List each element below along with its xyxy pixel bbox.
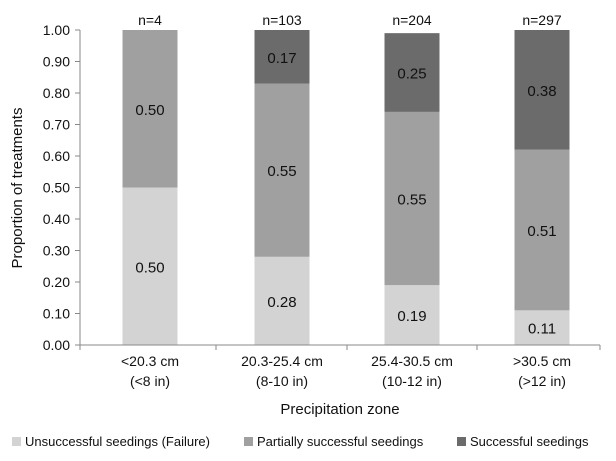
sample-size-label: n=4	[138, 12, 162, 28]
legend-swatch	[244, 437, 253, 446]
legend-label: Unsuccessful seedings (Failure)	[25, 434, 210, 449]
bar-segment	[514, 30, 570, 150]
y-tick-label: 0.10	[43, 306, 70, 322]
y-tick-label: 0.50	[43, 180, 70, 196]
x-tick-label: <20.3 cm	[121, 353, 179, 369]
bar-segment	[514, 310, 570, 345]
data-label: 0.50	[135, 259, 164, 276]
bars: 0.50 0.50 n=4 0.28 0.55 0.17 n=103 0.19 0.55 0.25…	[122, 12, 570, 345]
sample-size-label: n=103	[262, 12, 302, 28]
bar-segment	[254, 83, 310, 257]
bar-segment	[254, 30, 310, 84]
y-tick-label: 0.00	[43, 337, 70, 353]
x-axis-title: Precipitation zone	[280, 401, 399, 418]
bar-segment	[384, 33, 440, 112]
x-tick-label: 25.4-30.5 cm	[371, 353, 453, 369]
bar-segment	[122, 187, 178, 345]
x-axis: <20.3 cm (<8 in) 20.3-25.4 cm (8-10 in) 25.4…	[79, 345, 601, 389]
sample-size-label: n=297	[522, 12, 562, 28]
y-tick-label: 0.40	[43, 211, 70, 227]
y-tick-label: 0.60	[43, 148, 70, 164]
y-axis-title: Proportion of treatments	[9, 108, 26, 269]
bar-segment	[514, 149, 570, 311]
legend-label: Partially successful seedings	[257, 434, 424, 449]
y-tick-label: 0.80	[43, 85, 70, 101]
bar-segment	[122, 30, 178, 188]
axis-lines	[79, 30, 600, 346]
bar-segment	[384, 111, 440, 286]
y-axis: 0.00 0.10 0.20 0.30 0.40 0.50 0.60 0.70 0.80 0.90…	[43, 22, 80, 353]
legend-label: Successful seedings	[470, 434, 589, 449]
x-tick-label: 20.3-25.4 cm	[241, 353, 323, 369]
legend-swatch	[12, 437, 21, 446]
sample-size-label: n=204	[392, 12, 432, 28]
y-tick-label: 0.70	[43, 117, 70, 133]
data-label: 0.51	[527, 223, 556, 240]
y-tick-label: 0.90	[43, 54, 70, 70]
x-tick-label-sub: (<8 in)	[130, 373, 170, 389]
data-label: 0.55	[267, 163, 296, 180]
x-tick-label-sub: (8-10 in)	[256, 373, 308, 389]
x-tick-label-sub: (>12 in)	[518, 373, 566, 389]
x-tick-label: >30.5 cm	[513, 353, 571, 369]
data-label: 0.19	[397, 308, 426, 325]
bar-segment	[254, 256, 310, 345]
data-label: 0.38	[527, 83, 556, 100]
y-tick-label: 0.20	[43, 274, 70, 290]
data-label: 0.25	[397, 66, 426, 83]
data-label: 0.17	[267, 50, 296, 67]
legend: Unsuccessful seedings (Failure) Partially…	[12, 434, 589, 449]
data-label: 0.28	[267, 294, 296, 311]
data-label: 0.11	[528, 321, 556, 338]
bar-segment	[384, 285, 440, 345]
y-tick-label: 1.00	[43, 22, 70, 38]
data-label: 0.50	[135, 102, 164, 119]
legend-swatch	[457, 437, 466, 446]
data-label: 0.55	[397, 192, 426, 209]
x-tick-label-sub: (10-12 in)	[382, 373, 442, 389]
y-tick-label: 0.30	[43, 243, 70, 259]
